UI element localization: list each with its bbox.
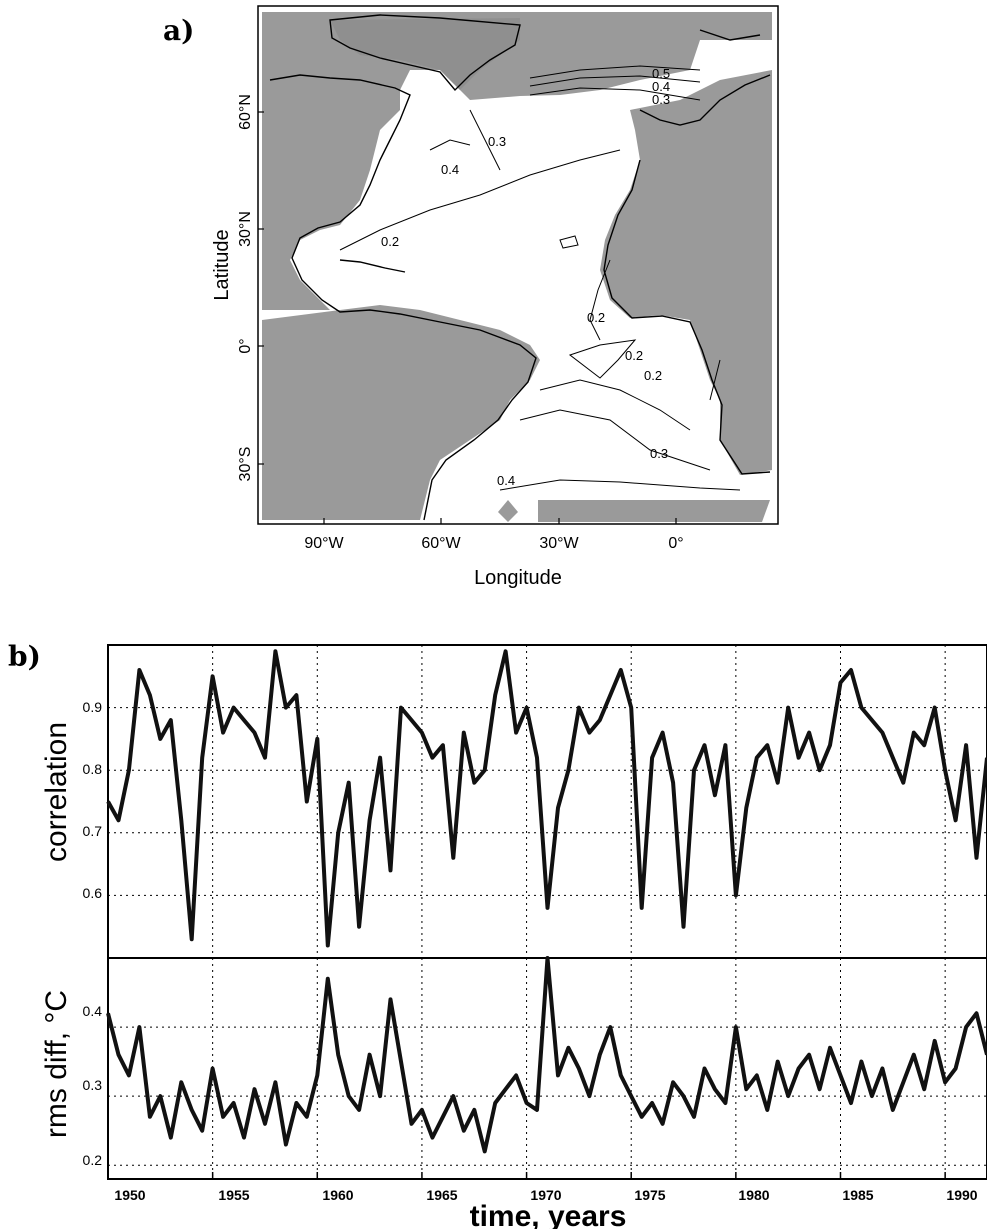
map-xlabel: Longitude bbox=[474, 567, 562, 589]
contour-label: 0.4 bbox=[497, 473, 515, 488]
contour-label: 0.5 bbox=[652, 66, 670, 81]
map-frame bbox=[257, 5, 779, 525]
correlation-y-tick: 0.8 bbox=[83, 761, 103, 777]
x-tick-label: 1955 bbox=[218, 1187, 249, 1203]
x-tick-label: 1975 bbox=[634, 1187, 665, 1203]
panel-b-label: b) bbox=[8, 640, 41, 673]
x-tick-label: 1980 bbox=[738, 1187, 769, 1203]
contour-label: 0.3 bbox=[488, 134, 506, 149]
x-tick-label: 1970 bbox=[530, 1187, 561, 1203]
correlation-y-tick: 0.7 bbox=[83, 823, 103, 839]
map-x-tick: 0° bbox=[668, 535, 683, 552]
rms-y-tick: 0.3 bbox=[83, 1077, 103, 1093]
contour-label: 0.2 bbox=[587, 310, 605, 325]
map-y-tick: 0° bbox=[237, 338, 254, 353]
rms-line bbox=[106, 956, 987, 1154]
rms-y-tick: 0.4 bbox=[83, 1003, 103, 1019]
contour-label-group: 0.5 0.4 0.3 0.3 0.4 0.2 0.2 0.2 0.2 0.3 … bbox=[381, 66, 670, 488]
contour-label: 0.4 bbox=[652, 79, 670, 94]
contour-label: 0.4 bbox=[441, 162, 459, 177]
timeseries-xticklabels: 1950 1955 1960 1965 1970 1975 1980 1985 … bbox=[114, 1187, 977, 1203]
timeseries-ticks bbox=[107, 1172, 946, 1179]
rms-frame bbox=[107, 957, 987, 1180]
map-y-ticklabels: 60°N 30°N 0° 30°S bbox=[237, 94, 254, 481]
correlation-y-tick: 0.9 bbox=[83, 699, 103, 715]
correlation-series bbox=[106, 649, 987, 948]
correlation-ylabel: correlation bbox=[40, 722, 73, 862]
map-y-tick: 60°N bbox=[237, 94, 254, 130]
contour-label: 0.2 bbox=[625, 348, 643, 363]
map-y-tick: 30°S bbox=[237, 447, 254, 482]
x-tick-label: 1990 bbox=[946, 1187, 977, 1203]
correlation-line bbox=[106, 649, 987, 948]
correlation-y-tick: 0.6 bbox=[83, 885, 103, 901]
x-tick-label: 1950 bbox=[114, 1187, 145, 1203]
contour-label: 0.3 bbox=[652, 92, 670, 107]
coastlines bbox=[269, 14, 771, 521]
timeseries-xlabel: time, years bbox=[470, 1200, 627, 1229]
rms-y-tick: 0.2 bbox=[83, 1152, 103, 1168]
map-ylabel: Latitude bbox=[211, 229, 233, 300]
timeseries-panel: 0.9 0.8 0.7 0.6 0.4 0.3 0.2 1950 1955 19… bbox=[40, 644, 987, 1229]
x-tick-label: 1960 bbox=[322, 1187, 353, 1203]
panel-a-label: a) bbox=[163, 14, 195, 47]
map-x-tick: 60°W bbox=[421, 535, 461, 552]
map-x-ticklabels: 90°W 60°W 30°W 0° bbox=[304, 535, 683, 552]
x-tick-label: 1985 bbox=[842, 1187, 873, 1203]
map-x-tick: 30°W bbox=[539, 535, 579, 552]
contour-label: 0.2 bbox=[644, 368, 662, 383]
rms-grid bbox=[107, 958, 987, 1179]
rms-yticklabels: 0.4 0.3 0.2 bbox=[83, 1003, 103, 1168]
contour-lines bbox=[339, 65, 741, 491]
correlation-grid bbox=[107, 645, 987, 958]
rms-series bbox=[106, 956, 987, 1154]
map-ticks bbox=[258, 111, 677, 524]
map-y-tick: 30°N bbox=[237, 211, 254, 247]
contour-label: 0.3 bbox=[650, 446, 668, 461]
correlation-yticklabels: 0.9 0.8 0.7 0.6 bbox=[83, 699, 103, 901]
map-panel: 0.5 0.4 0.3 0.3 0.4 0.2 0.2 0.2 0.2 0.3 … bbox=[211, 5, 779, 589]
contour-label: 0.2 bbox=[381, 234, 399, 249]
rms-ylabel: rms diff, °C bbox=[40, 990, 73, 1138]
x-tick-label: 1965 bbox=[426, 1187, 457, 1203]
map-x-tick: 90°W bbox=[304, 535, 344, 552]
